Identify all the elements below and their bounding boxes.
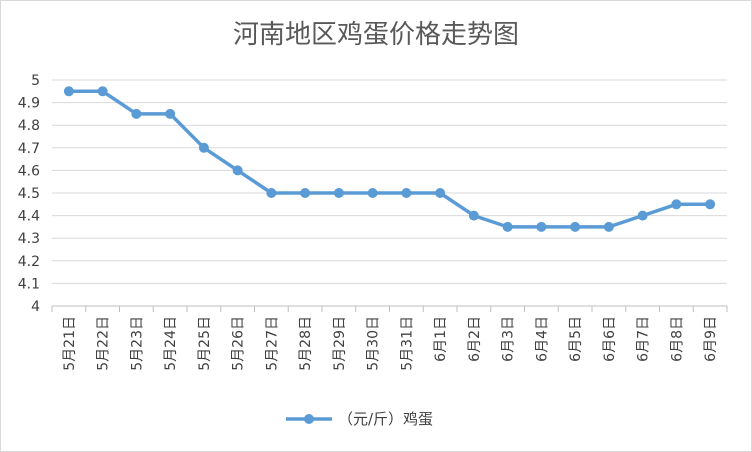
x-tick-label: 5月26日 [231,316,247,371]
y-tick-label: 4.1 [18,276,40,292]
x-tick-label: 5月25日 [197,316,213,371]
legend: （元/斤）鸡蛋 [286,410,433,428]
x-tick-label: 5月21日 [62,316,78,371]
data-point [671,199,682,210]
data-point [300,188,311,198]
data-point [367,188,378,198]
data-point [198,142,209,153]
data-point [131,108,142,119]
x-tick-label: 6月7日 [636,316,652,362]
legend-label: （元/斤）鸡蛋 [338,410,433,428]
data-point [401,188,412,198]
x-tick-label: 5月24日 [163,316,179,371]
x-tick-label: 5月23日 [129,316,145,371]
x-tick-label: 5月28日 [298,316,314,371]
x-tick-label: 5月30日 [366,316,382,371]
x-tick-label: 5月22日 [96,316,112,371]
chart-title: 河南地区鸡蛋价格走势图 [232,20,519,50]
x-tick-label: 6月4日 [534,316,550,362]
data-point [705,199,716,210]
data-point [266,188,277,198]
x-axis: 5月21日 5月22日 5月23日 5月24日 5月25日 5月26日 5月27日 5月28日… [51,306,728,371]
x-tick-label: 6月2日 [467,316,483,362]
y-tick-label: 4.2 [18,254,40,270]
y-tick-label: 4.7 [18,141,40,157]
y-tick-label: 4 [31,299,40,315]
x-tick-label: 5月31日 [399,316,415,371]
y-tick-label: 4.8 [18,118,40,134]
data-point [637,210,648,221]
x-tick-label: 6月1日 [433,316,449,362]
data-point [468,210,479,221]
data-point [570,221,581,232]
y-axis-ticks: 5 4.9 4.8 4.7 4.6 4.5 4.4 4.3 4.2 4.1 4 [18,73,40,315]
x-tick-label: 6月3日 [501,316,517,362]
y-tick-label: 5 [31,73,40,89]
data-point [603,221,614,232]
x-tick-label: 6月9日 [703,316,719,362]
legend-marker [304,414,314,424]
data-point [536,221,547,232]
data-point [232,165,243,176]
data-point [502,221,513,232]
data-point [435,188,446,198]
series-layer [63,86,716,232]
data-point [165,108,176,119]
x-tick-label: 5月29日 [332,316,348,371]
y-tick-label: 4.4 [18,209,40,225]
data-point [333,188,344,198]
x-tick-label: 6月8日 [669,316,685,362]
series-line [68,89,711,229]
y-tick-label: 4.6 [18,163,40,179]
data-point [97,86,108,97]
x-tick-label: 6月6日 [602,316,618,362]
x-tick-label: 6月5日 [568,316,584,362]
y-tick-label: 4.5 [18,186,40,202]
x-tick-label: 5月27日 [264,316,280,371]
data-point [63,86,74,97]
y-tick-label: 4.9 [18,96,40,112]
y-tick-label: 4.3 [18,231,40,247]
